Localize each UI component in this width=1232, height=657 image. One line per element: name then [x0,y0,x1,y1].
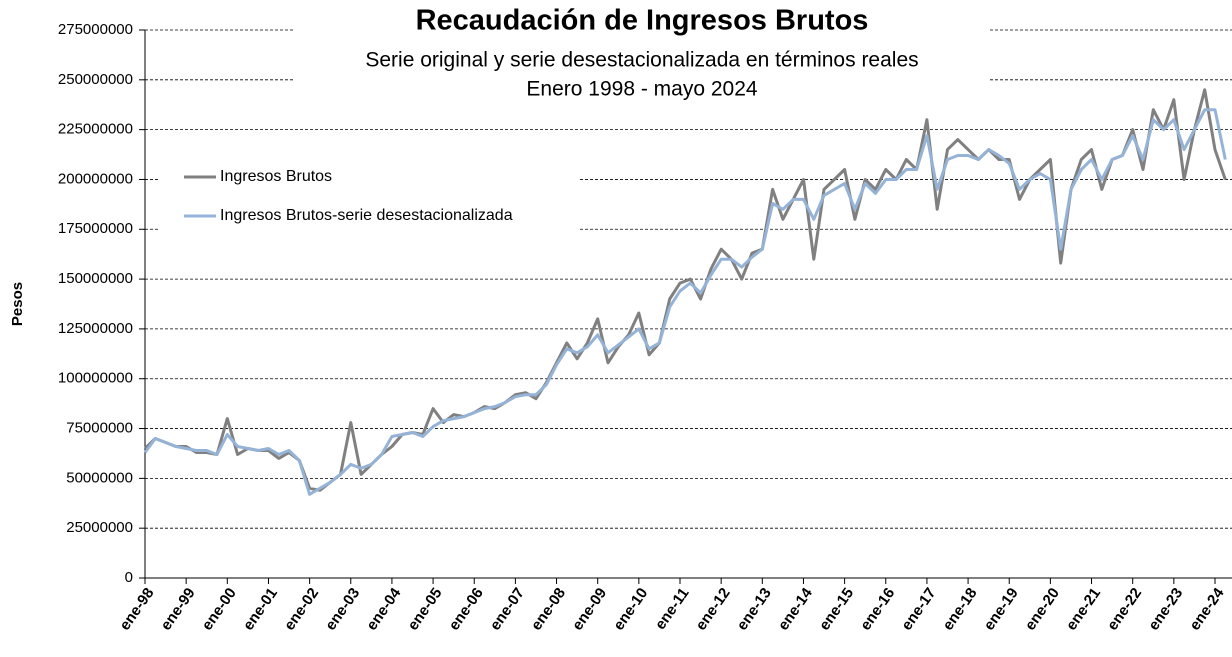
y-tick-label: 250000000 [58,71,133,88]
y-tick-label: 0 [125,569,133,586]
x-tick-label: ene-18 [939,585,980,634]
x-tick-label: ene-14 [775,584,817,633]
series-line [143,108,1227,496]
x-tick-label: ene-05 [404,585,445,634]
x-tick-label: ene-17 [898,585,939,634]
x-tick-label: ene-11 [652,585,693,633]
x-tick-label: ene-07 [487,585,528,634]
y-axis-label: Pesos [9,282,26,326]
x-tick-label: ene-19 [981,585,1022,634]
y-tick-label: 225000000 [58,121,133,138]
x-tick-label: ene-21 [1063,585,1104,634]
y-tick-label: 200000000 [58,170,133,187]
y-tick-label: 150000000 [58,270,133,287]
y-tick-label: 275000000 [58,21,133,38]
x-tick-label: ene-16 [857,585,898,634]
x-tick-label: ene-24 [1186,584,1228,633]
x-tick-label: ene-13 [734,585,775,634]
grid-layer [139,29,1232,584]
x-tick-label: ene-22 [1104,585,1145,634]
x-tick-label: ene-06 [446,585,487,634]
x-tick-label: ene-12 [692,585,733,634]
legend-label: Ingresos Brutos [220,168,332,185]
legend: Ingresos Brutos Ingresos Brutos-serie des… [184,168,513,224]
chart-subtitle: Serie original y serie desestacionalizad… [365,49,918,72]
x-tick-label: ene-04 [363,584,405,633]
legend-box [160,158,580,236]
x-tick-label: ene-98 [116,585,157,634]
x-tick-label: ene-20 [1022,585,1063,634]
series-line [143,88,1227,492]
y-tick-label: 75000000 [66,420,133,437]
y-tick-label: 175000000 [58,220,133,237]
y-tick-label: 100000000 [58,370,133,387]
x-tick-label: ene-02 [281,585,322,634]
chart-subtitle: Enero 1998 - mayo 2024 [526,78,757,101]
x-tick-label: ene-10 [610,585,651,634]
x-tick-label: ene-00 [199,585,240,634]
x-tick-label: ene-15 [816,585,857,634]
chart-title: Recaudación de Ingresos Brutos [416,5,869,37]
x-tick-label: ene-08 [528,585,569,634]
x-tick-label: ene-23 [1145,585,1186,634]
y-tick-label: 25000000 [66,519,133,536]
legend-label: Ingresos Brutos-serie desestacionalizada [220,207,513,224]
x-tick-label: ene-01 [240,585,281,634]
title-box [295,0,990,100]
x-tick-label: ene-99 [157,585,198,634]
y-tick-label: 125000000 [58,320,133,337]
x-tick-label: ene-09 [569,585,610,634]
x-tick-label: ene-03 [322,585,363,634]
lines-layer [143,88,1227,496]
y-tick-label: 50000000 [66,469,133,486]
